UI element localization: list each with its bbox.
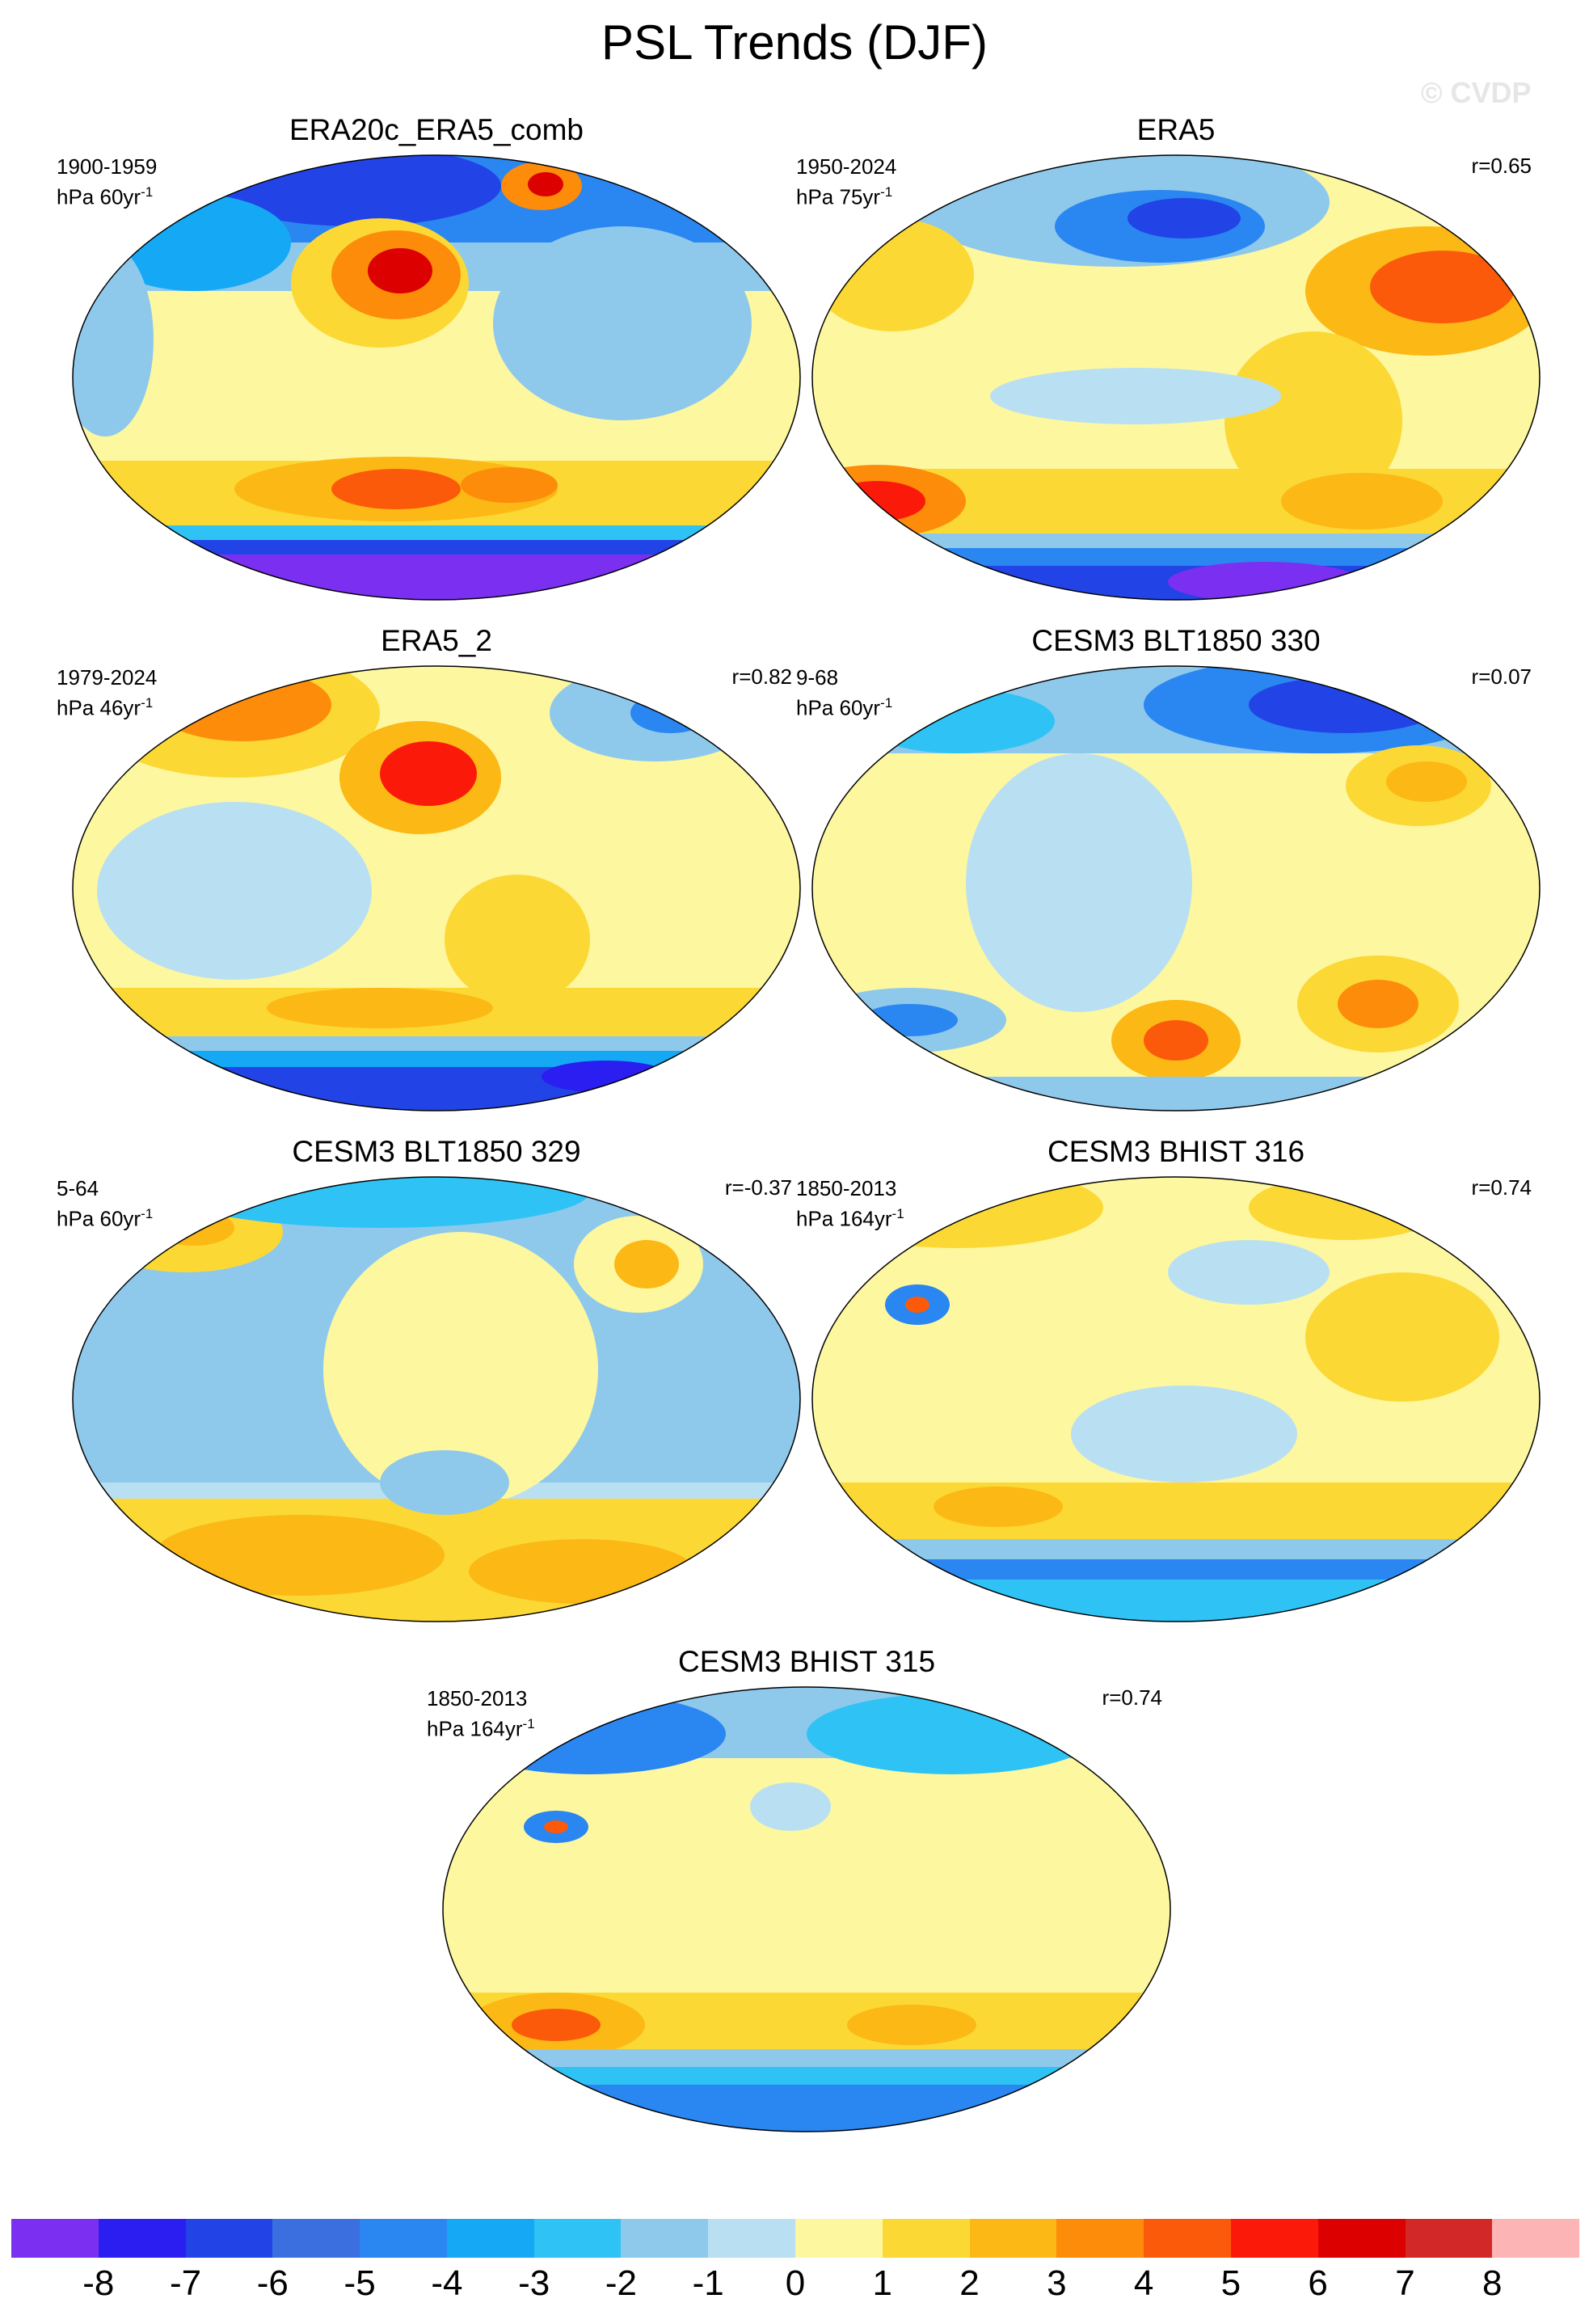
colorbar-swatch xyxy=(98,2219,186,2258)
panel-period-label: 5-64 hPa 60yr-1 xyxy=(57,1175,153,1232)
period-range: 1850-2013 xyxy=(427,1686,528,1710)
correlation-label: r=0.82 xyxy=(731,664,792,689)
colorbar-tick-label: -2 xyxy=(605,2263,637,2303)
colorbar-swatch xyxy=(1492,2219,1580,2258)
colorbar-labels: -8 -7 -6 -5 -4 -3 -2 -1 0 1 2 3 4 5 6 7 8 xyxy=(11,2263,1579,2312)
colorbar-swatch xyxy=(621,2219,709,2258)
map-panel-cesm3-blt1850-330: CESM3 BLT1850 330 9-68 hPa 60yr-1 r=0.07 xyxy=(796,624,1556,1111)
map-svg xyxy=(811,665,1541,1111)
panel-title: ERA5 xyxy=(1136,113,1216,146)
colorbar-tick-label: -3 xyxy=(518,2263,550,2303)
colorbar-swatch xyxy=(533,2219,622,2258)
map-svg xyxy=(72,1176,801,1622)
map-svg xyxy=(811,154,1541,601)
colorbar-swatch xyxy=(185,2219,273,2258)
panel-title: CESM3 BLT1850 330 xyxy=(1031,624,1321,657)
panel-title: CESM3 BLT1850 329 xyxy=(292,1135,581,1168)
colorbar-swatch xyxy=(882,2219,970,2258)
correlation-label: r=0.65 xyxy=(1471,154,1532,178)
trend-units: hPa 75yr-1 xyxy=(796,184,893,209)
colorbar-tick-label: 3 xyxy=(1047,2263,1067,2303)
map-panel-cesm3-bhist-316: CESM3 BHIST 316 1850-2013 hPa 164yr-1 r=… xyxy=(796,1135,1556,1622)
colorbar-swatch xyxy=(1317,2219,1406,2258)
panel-period-label: 1850-2013 hPa 164yr-1 xyxy=(796,1175,904,1232)
colorbar-tick-label: 1 xyxy=(872,2263,893,2303)
colorbar-swatch xyxy=(1230,2219,1318,2258)
colorbar-swatch xyxy=(11,2219,99,2258)
colorbar-tick-label: 2 xyxy=(959,2263,980,2303)
panel-title: CESM3 BHIST 316 xyxy=(1047,1135,1305,1168)
world-map-trend xyxy=(796,154,1556,601)
trend-units: hPa 46yr-1 xyxy=(57,695,154,720)
period-range: 5-64 xyxy=(57,1176,99,1200)
colorbar-tick-label: 4 xyxy=(1133,2263,1154,2303)
map-panel-era5: ERA5 1950-2024 hPa 75yr-1 r=0.65 xyxy=(796,113,1556,601)
trend-units: hPa 164yr-1 xyxy=(796,1206,904,1231)
colorbar-tick-label: -8 xyxy=(82,2263,115,2303)
map-svg xyxy=(811,1176,1541,1622)
panel-title: ERA20c_ERA5_comb xyxy=(289,113,584,146)
colorbar-swatch xyxy=(795,2219,883,2258)
panel-period-label: 1900-1959 hPa 60yr-1 xyxy=(57,154,157,210)
correlation-label: r=0.07 xyxy=(1471,664,1532,689)
colorbar-swatch xyxy=(708,2219,796,2258)
colorbar-swatch xyxy=(446,2219,534,2258)
colorbar-tick-label: 0 xyxy=(785,2263,806,2303)
colorbar-tick-label: -5 xyxy=(344,2263,376,2303)
colorbar-swatch xyxy=(272,2219,360,2258)
trend-units: hPa 164yr-1 xyxy=(427,1716,535,1741)
panel-period-label: 9-68 hPa 60yr-1 xyxy=(796,664,892,721)
map-panel-era20c-era5-comb: ERA20c_ERA5_comb 1900-1959 hPa 60yr-1 xyxy=(57,113,816,601)
period-range: 9-68 xyxy=(796,665,839,690)
period-range: 1850-2013 xyxy=(796,1176,897,1200)
colorbar-tick-label: -4 xyxy=(431,2263,463,2303)
colorbar-swatch xyxy=(1144,2219,1231,2258)
panel-period-label: 1979-2024 hPa 46yr-1 xyxy=(57,664,157,721)
map-panel-cesm3-bhist-315: CESM3 BHIST 315 1850-2013 hPa 164yr-1 r=… xyxy=(427,1645,1186,2132)
world-map-trend xyxy=(57,1175,816,1623)
world-map-trend xyxy=(57,664,816,1112)
colorbar-tick-label: 5 xyxy=(1220,2263,1241,2303)
trend-units: hPa 60yr-1 xyxy=(57,1206,154,1231)
world-map-trend xyxy=(57,154,816,601)
correlation-label: r=0.74 xyxy=(1102,1685,1162,1710)
period-range: 1979-2024 xyxy=(57,665,158,690)
panel-period-label: 1850-2013 hPa 164yr-1 xyxy=(427,1685,535,1742)
map-svg xyxy=(72,154,801,601)
correlation-label: r=-0.37 xyxy=(724,1175,792,1200)
map-panel-cesm3-blt1850-329: CESM3 BLT1850 329 5-64 hPa 60yr-1 r=-0.3… xyxy=(57,1135,816,1622)
colorbar-swatch xyxy=(969,2219,1057,2258)
colorbar-tick-label: 7 xyxy=(1395,2263,1415,2303)
map-svg xyxy=(72,665,801,1111)
world-map-trend xyxy=(796,1175,1556,1623)
period-range: 1900-1959 xyxy=(57,154,158,179)
colorbar-tick-label: -1 xyxy=(692,2263,724,2303)
world-map-trend xyxy=(427,1685,1186,2133)
trend-units: hPa 60yr-1 xyxy=(57,184,154,209)
map-svg xyxy=(442,1686,1171,2132)
trend-units: hPa 60yr-1 xyxy=(796,695,893,720)
world-map-trend xyxy=(796,664,1556,1112)
panel-title: ERA5_2 xyxy=(381,624,492,657)
copyright-watermark: © CVDP xyxy=(1421,76,1532,109)
colorbar-tick-label: -7 xyxy=(169,2263,202,2303)
colorbar-swatch xyxy=(1056,2219,1144,2258)
panel-title: CESM3 BHIST 315 xyxy=(677,1645,936,1678)
colorbar-tick-label: -6 xyxy=(256,2263,289,2303)
colorbar-tick-label: 8 xyxy=(1482,2263,1503,2303)
colorbar-swatch xyxy=(360,2219,447,2258)
colorbar-swatch xyxy=(1405,2219,1493,2258)
correlation-label: r=0.74 xyxy=(1471,1175,1532,1200)
map-panel-era5-2: ERA5_2 1979-2024 hPa 46yr-1 r=0.82 xyxy=(57,624,816,1111)
period-range: 1950-2024 xyxy=(796,154,897,179)
colorbar-tick-label: 6 xyxy=(1308,2263,1328,2303)
colorbar xyxy=(11,2219,1580,2258)
figure-title: PSL Trends (DJF) xyxy=(601,15,988,70)
panel-period-label: 1950-2024 hPa 75yr-1 xyxy=(796,154,896,210)
